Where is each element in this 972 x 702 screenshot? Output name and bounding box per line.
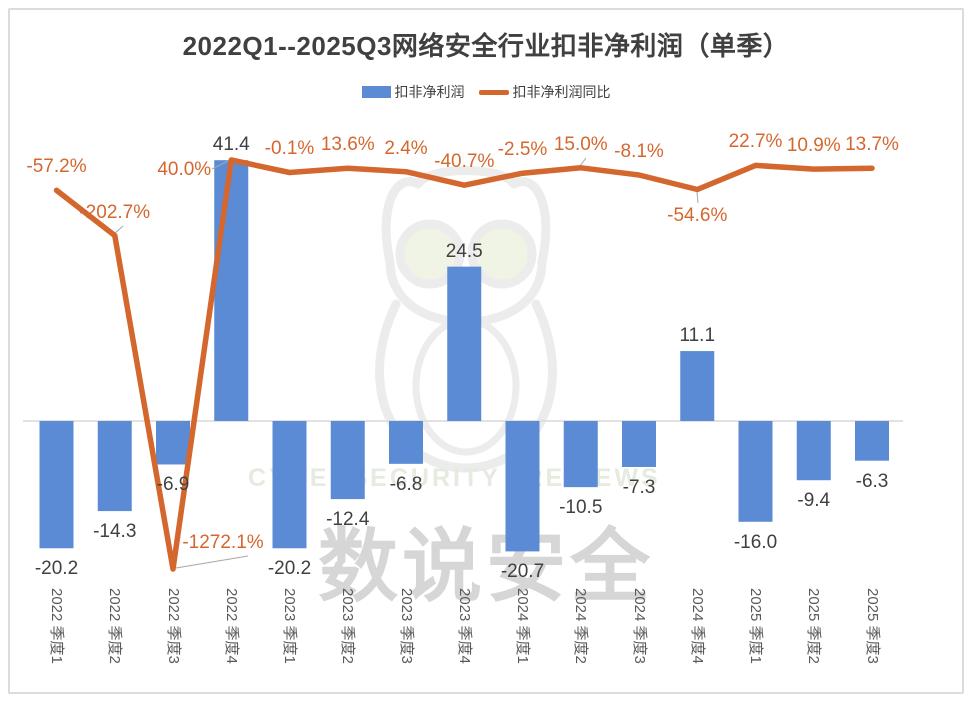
bar-2025-q2 bbox=[796, 421, 831, 481]
bar-2023-q1 bbox=[272, 421, 307, 549]
bar-2022-q1 bbox=[39, 421, 74, 549]
bar-2022-q2 bbox=[97, 421, 132, 512]
bar-2024-q1 bbox=[505, 421, 540, 552]
label-leader-line bbox=[175, 555, 249, 569]
label-leader-line bbox=[696, 191, 699, 204]
bar-2022-q4 bbox=[214, 160, 249, 421]
bar-2022-q3 bbox=[156, 421, 190, 465]
legend-item-bar-series: 扣非净利润 bbox=[361, 82, 465, 102]
bar-2023-q2 bbox=[330, 421, 365, 500]
legend-item-line-series: 扣非净利润同比 bbox=[478, 82, 611, 102]
legend-label-line-series: 扣非净利润同比 bbox=[512, 84, 611, 100]
watermark-brand-cn: 数说安全 bbox=[318, 522, 654, 611]
bar-2024-q2 bbox=[563, 421, 598, 488]
bar-2023-q3 bbox=[389, 421, 423, 464]
yoy-line bbox=[53, 157, 875, 572]
label-leader-line bbox=[211, 160, 229, 170]
bar-2025-q1 bbox=[738, 421, 773, 522]
bar-2024-q4 bbox=[680, 351, 715, 421]
label-leader-line bbox=[579, 157, 587, 167]
bar-2024-q3 bbox=[622, 421, 656, 467]
bar-series-swatch-icon bbox=[361, 86, 391, 98]
line-series-swatch-icon bbox=[478, 89, 509, 95]
bar-2025-q3 bbox=[855, 421, 889, 461]
chart-title: 2022Q1--2025Q3网络安全行业扣非净利润（单季） bbox=[182, 31, 790, 61]
legend: 扣非净利润 扣非净利润同比 bbox=[0, 82, 972, 102]
legend-label-bar-series: 扣非净利润 bbox=[394, 84, 465, 100]
bar-2023-q4 bbox=[447, 266, 482, 421]
